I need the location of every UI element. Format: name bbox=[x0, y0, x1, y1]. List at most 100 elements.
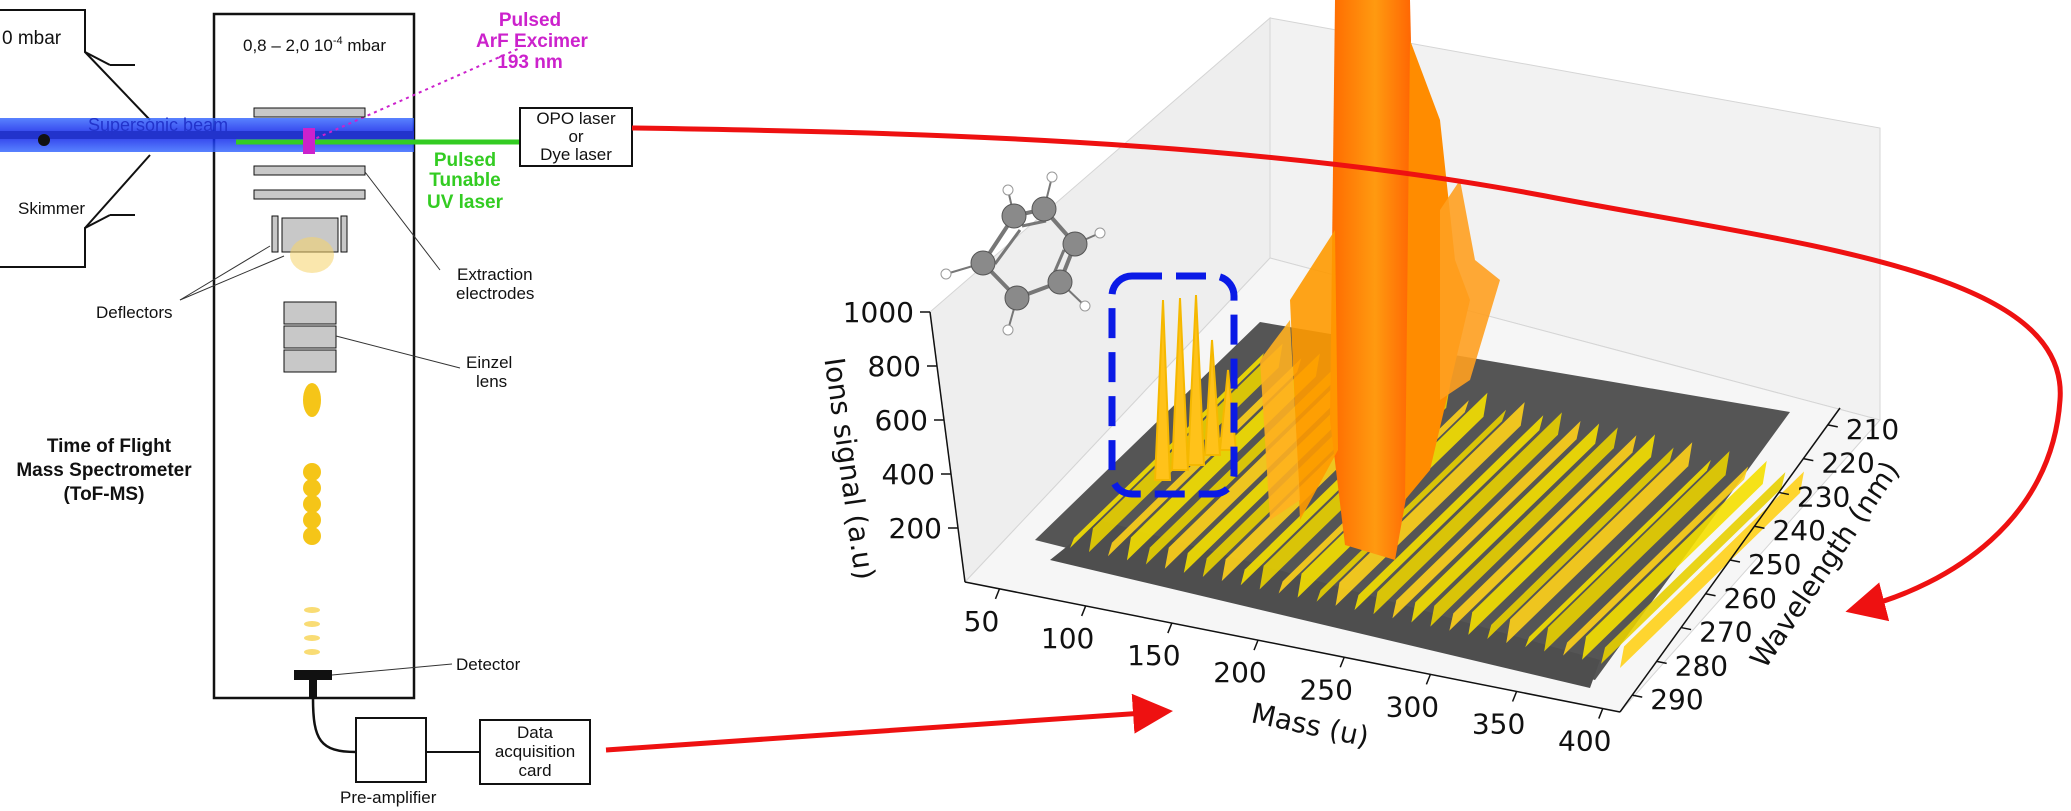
x-tick-mark bbox=[1167, 622, 1173, 634]
x-tick-mark bbox=[1511, 691, 1518, 702]
benzene-peaks bbox=[1153, 294, 1238, 481]
y-tick-label: 280 bbox=[1675, 649, 1728, 682]
preamp-box bbox=[355, 717, 427, 783]
y-tick-label: 240 bbox=[1772, 514, 1825, 547]
arrow-daq-to-mass bbox=[605, 693, 1173, 753]
surface-ridge bbox=[1525, 460, 1711, 648]
y-tick-mark bbox=[1656, 660, 1667, 665]
opo-label-1: OPO laser bbox=[536, 109, 616, 128]
z-tick-label: 800 bbox=[868, 350, 921, 383]
surface-ridge bbox=[1430, 427, 1618, 627]
x-tick-label: 50 bbox=[964, 605, 1000, 638]
surface-ridges bbox=[1070, 343, 1804, 668]
y-tick-label: 230 bbox=[1797, 480, 1850, 513]
surface-ridge bbox=[1601, 472, 1786, 664]
highlight-box bbox=[1108, 272, 1238, 498]
excimer-label-3: 193 nm bbox=[497, 52, 562, 73]
supersonic-beam-label: Supersonic beam bbox=[88, 115, 228, 135]
excimer-laser-beam bbox=[309, 47, 521, 142]
x-tick-label: 400 bbox=[1558, 725, 1611, 758]
extraction-electrode-2 bbox=[253, 165, 366, 176]
nozzle-icon bbox=[38, 134, 50, 146]
einzel-label-2: lens bbox=[476, 372, 507, 391]
y-tick-label: 260 bbox=[1724, 582, 1777, 615]
surface-ridge bbox=[1449, 435, 1637, 631]
daq-label-3: card bbox=[518, 761, 551, 780]
opo-label-3: Dye laser bbox=[540, 145, 612, 164]
x-tick-label: 100 bbox=[1041, 622, 1094, 655]
preamp-label: Pre-amplifier bbox=[340, 788, 437, 807]
deflector-left bbox=[271, 215, 279, 253]
daq-label-2: acquisition bbox=[495, 742, 575, 761]
x-tick-label: 250 bbox=[1299, 673, 1352, 706]
extraction-label-1: Extraction bbox=[457, 265, 533, 284]
z-tick-label: 400 bbox=[882, 458, 935, 491]
opo-laser-box bbox=[519, 107, 633, 167]
tof-label-2: Mass Spectrometer bbox=[16, 460, 192, 481]
x-tick-mark bbox=[1425, 674, 1432, 685]
y-tick-label: 210 bbox=[1846, 413, 1899, 446]
detector-icon bbox=[294, 670, 332, 680]
y-tick-mark bbox=[1754, 525, 1765, 529]
skimmer-label: Skimmer bbox=[18, 199, 85, 218]
deflector-right bbox=[340, 215, 348, 253]
x-tick-label: 150 bbox=[1127, 639, 1180, 672]
ion-cloud-1 bbox=[290, 237, 334, 273]
einzel-lens-1 bbox=[283, 301, 337, 325]
z-tick-label: 600 bbox=[875, 404, 928, 437]
z-axis-line bbox=[929, 311, 966, 583]
x-tick-mark bbox=[1080, 605, 1087, 617]
source-pressure-label: 0 mbar bbox=[2, 28, 62, 49]
extraction-label-2: electrodes bbox=[456, 284, 534, 303]
detector-label: Detector bbox=[456, 655, 521, 674]
y-tick-label: 270 bbox=[1699, 616, 1752, 649]
uv-label-3: UV laser bbox=[427, 192, 504, 213]
surface-ridge bbox=[1354, 415, 1544, 611]
main-peak bbox=[1260, 0, 1500, 560]
source-chamber bbox=[0, 9, 135, 268]
ionization-region bbox=[303, 128, 315, 154]
tof-label-1: Time of Flight bbox=[47, 436, 172, 457]
deflectors-label: Deflectors bbox=[96, 303, 173, 322]
uv-label-2: Tunable bbox=[429, 170, 500, 191]
setup-diagram: 0 mbar 0,8 – 2,0 10-4 mbar Supersonic be… bbox=[0, 9, 633, 807]
surface-ridge bbox=[1392, 421, 1581, 619]
axis-ticks: 5010015020025030035040021022023024025026… bbox=[843, 296, 1899, 758]
y-tick-label: 290 bbox=[1650, 683, 1703, 716]
y-tick-mark bbox=[1705, 593, 1716, 597]
benzene-molecule-icon bbox=[940, 171, 1106, 336]
y-tick-label: 250 bbox=[1748, 548, 1801, 581]
excimer-label-2: ArF Excimer bbox=[476, 31, 589, 52]
surface-ridge bbox=[1544, 451, 1730, 652]
ion-packets bbox=[303, 383, 321, 655]
surface-ridge bbox=[1582, 460, 1767, 660]
z-tick-label: 200 bbox=[889, 512, 942, 545]
einzel-lens-2 bbox=[283, 325, 337, 349]
uv-label-1: Pulsed bbox=[434, 150, 496, 171]
y-tick-mark bbox=[1680, 626, 1692, 631]
skimmer-cone bbox=[84, 51, 151, 229]
y-tick-mark bbox=[1632, 694, 1643, 698]
y-tick-mark bbox=[1778, 491, 1790, 496]
x-tick-mark bbox=[1598, 708, 1604, 719]
daq-card-box bbox=[479, 719, 591, 785]
extraction-electrode-3 bbox=[253, 189, 366, 200]
y-tick-mark bbox=[1827, 424, 1838, 428]
x-tick-mark bbox=[1253, 639, 1259, 651]
tof-label-3: (ToF-MS) bbox=[64, 484, 145, 505]
x-tick-mark bbox=[1339, 656, 1345, 668]
y-tick-label: 220 bbox=[1821, 447, 1874, 480]
y-tick-mark bbox=[1729, 559, 1741, 563]
z-tick-label: 1000 bbox=[843, 296, 914, 329]
surface-ridge bbox=[1316, 409, 1507, 602]
extraction-electrode-1 bbox=[253, 107, 366, 118]
y-tick-mark bbox=[1803, 457, 1814, 462]
excimer-label-1: Pulsed bbox=[499, 10, 561, 31]
x-axis-line bbox=[964, 581, 1621, 713]
surface-plot: 5010015020025030035040021022023024025026… bbox=[817, 0, 1906, 758]
opo-label-2: or bbox=[568, 127, 583, 146]
x-tick-label: 350 bbox=[1472, 707, 1525, 740]
surface-ridge bbox=[1468, 434, 1656, 635]
surface-ridge bbox=[1506, 442, 1693, 644]
